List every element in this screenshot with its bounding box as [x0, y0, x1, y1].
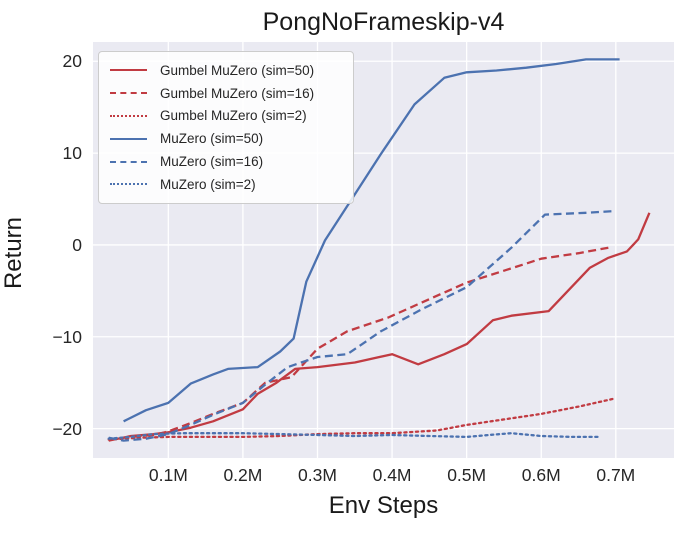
legend-line-swatch-solid: [110, 69, 147, 72]
x-tick-label: 0.2M: [223, 465, 263, 485]
x-tick-label: 0.7M: [596, 465, 636, 485]
legend-box: Gumbel MuZero (sim=50) Gumbel MuZero (sim…: [98, 51, 354, 204]
legend-line-swatch-dashed: [110, 92, 147, 95]
legend-line-swatch-dotted: [110, 183, 147, 186]
series-line-2: [107, 397, 617, 441]
legend-entry-2: Gumbel MuZero (sim=2): [110, 105, 344, 128]
y-tick-label: 0: [72, 234, 82, 255]
series-line-0: [108, 212, 651, 442]
legend-line-swatch-dotted: [110, 114, 147, 117]
x-tick-label: 0.1M: [148, 465, 188, 485]
x-tick-label: 0.3M: [298, 465, 337, 485]
legend-label: Gumbel MuZero (sim=2): [160, 108, 307, 124]
y-tick-label: −20: [52, 418, 82, 439]
legend-line-swatch-solid: [110, 137, 147, 140]
legend-label: Gumbel MuZero (sim=16): [160, 85, 315, 101]
series-line-3: [123, 58, 620, 423]
x-tick-label: 0.6M: [521, 465, 561, 485]
chart-title: PongNoFrameskip-v4: [262, 8, 505, 36]
legend-entry-1: Gumbel MuZero (sim=16): [110, 82, 344, 105]
legend-entry-4: MuZero (sim=16): [110, 150, 344, 173]
x-tick-label: 0.5M: [447, 465, 487, 485]
y-tick-label: −10: [52, 326, 82, 347]
series-line-1: [108, 246, 609, 441]
y-tick-label: 10: [62, 143, 82, 164]
legend-line-swatch-dashed: [110, 160, 147, 163]
series-lines: [107, 58, 651, 442]
legend-entry-3: MuZero (sim=50): [110, 127, 344, 150]
series-line-5: [107, 432, 603, 440]
legend-label: MuZero (sim=2): [160, 176, 256, 192]
legend-label: Gumbel MuZero (sim=50): [160, 62, 315, 78]
x-axis-label: Env Steps: [328, 492, 439, 519]
x-tick-label: 0.4M: [372, 465, 412, 485]
legend-label: MuZero (sim=50): [160, 131, 264, 147]
legend-entry-0: Gumbel MuZero (sim=50): [110, 59, 344, 82]
y-tick-label: 20: [62, 51, 82, 72]
y-axis-label: Return: [0, 216, 27, 290]
series-line-4: [108, 209, 616, 442]
legend-entry-5: MuZero (sim=2): [110, 173, 344, 196]
legend-label: MuZero (sim=16): [160, 154, 264, 170]
